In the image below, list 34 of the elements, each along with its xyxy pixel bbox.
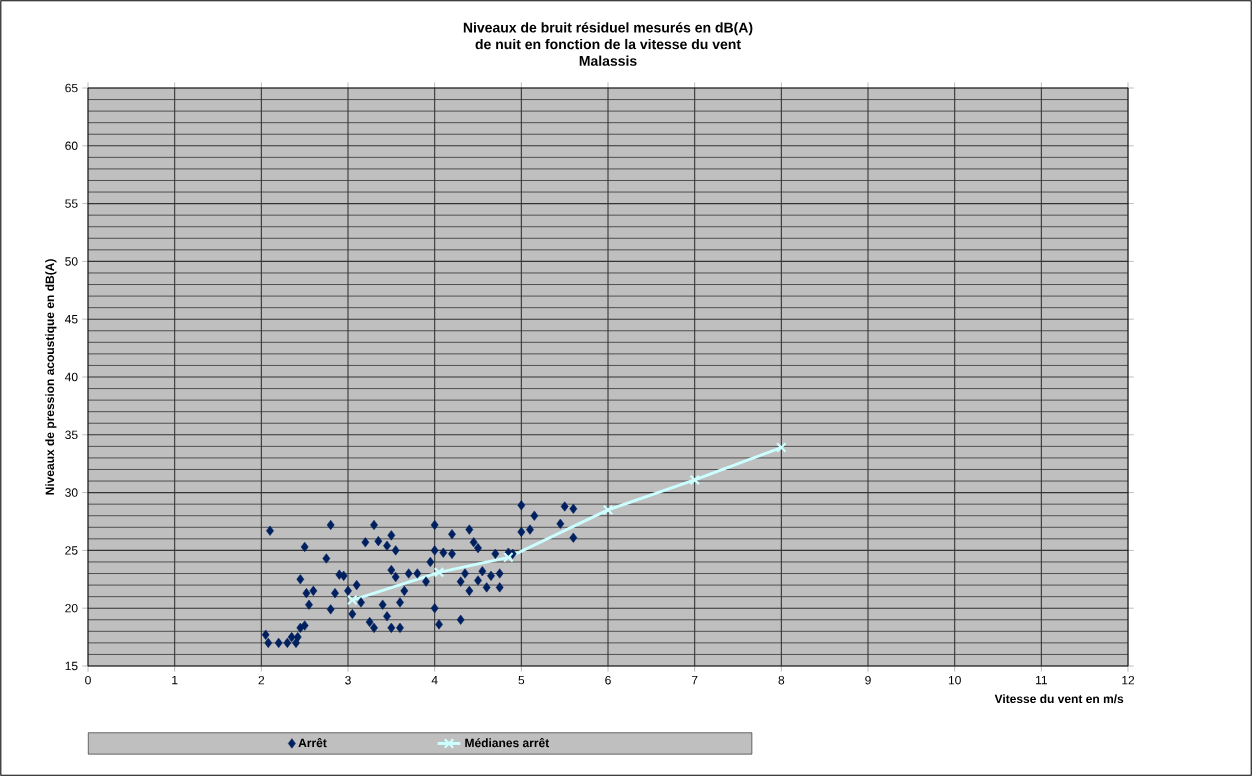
x-tick-label: 12: [1122, 675, 1135, 685]
chart-title: Niveaux de bruit résiduel mesurés en dB(A) de nuit en fonction de la vitesse du vent Malassis: [463, 22, 753, 66]
x-tick-label: 3: [345, 675, 351, 685]
x-tick-label: 5: [518, 675, 525, 685]
x-tick-label: 4: [431, 675, 438, 685]
legend-label: Arrêt: [298, 738, 327, 748]
x-tick-label: 7: [691, 675, 698, 685]
y-tick-label: 30: [65, 488, 78, 497]
x-axis-title: Vitesse du vent en m/s: [994, 694, 1124, 704]
y-tick-label: 60: [65, 141, 78, 151]
x-tick-label: 11: [1036, 675, 1047, 685]
point: [776, 442, 787, 453]
y-axis-title: Niveaux de pression acoustique en dB(A): [45, 259, 57, 495]
x-tick-label: 6: [605, 675, 611, 685]
x-tick-label: 2: [258, 675, 265, 685]
legend-label: Médianes arrêt: [465, 738, 550, 748]
y-tick-label: 35: [65, 430, 78, 440]
y-tick-label: 45: [64, 315, 78, 324]
point: [347, 594, 358, 606]
x-tick-label: 1: [172, 675, 178, 685]
point: [602, 504, 614, 516]
x-tick-label: 8: [778, 675, 785, 685]
y-tick-label: 40: [64, 372, 78, 382]
y-tick-label: 15: [65, 661, 78, 671]
x-tick-label: 10: [948, 675, 961, 685]
x-tick-label: 0: [85, 675, 91, 685]
point: [689, 474, 700, 486]
y-tick-label: 25: [65, 546, 78, 555]
point: [433, 567, 445, 578]
x-tick-label: 9: [865, 675, 871, 685]
y-tick-label: 50: [65, 257, 78, 266]
y-tick-label: 65: [65, 83, 78, 93]
y-tick-label: 55: [65, 199, 78, 208]
y-tick-label: 20: [65, 603, 78, 613]
